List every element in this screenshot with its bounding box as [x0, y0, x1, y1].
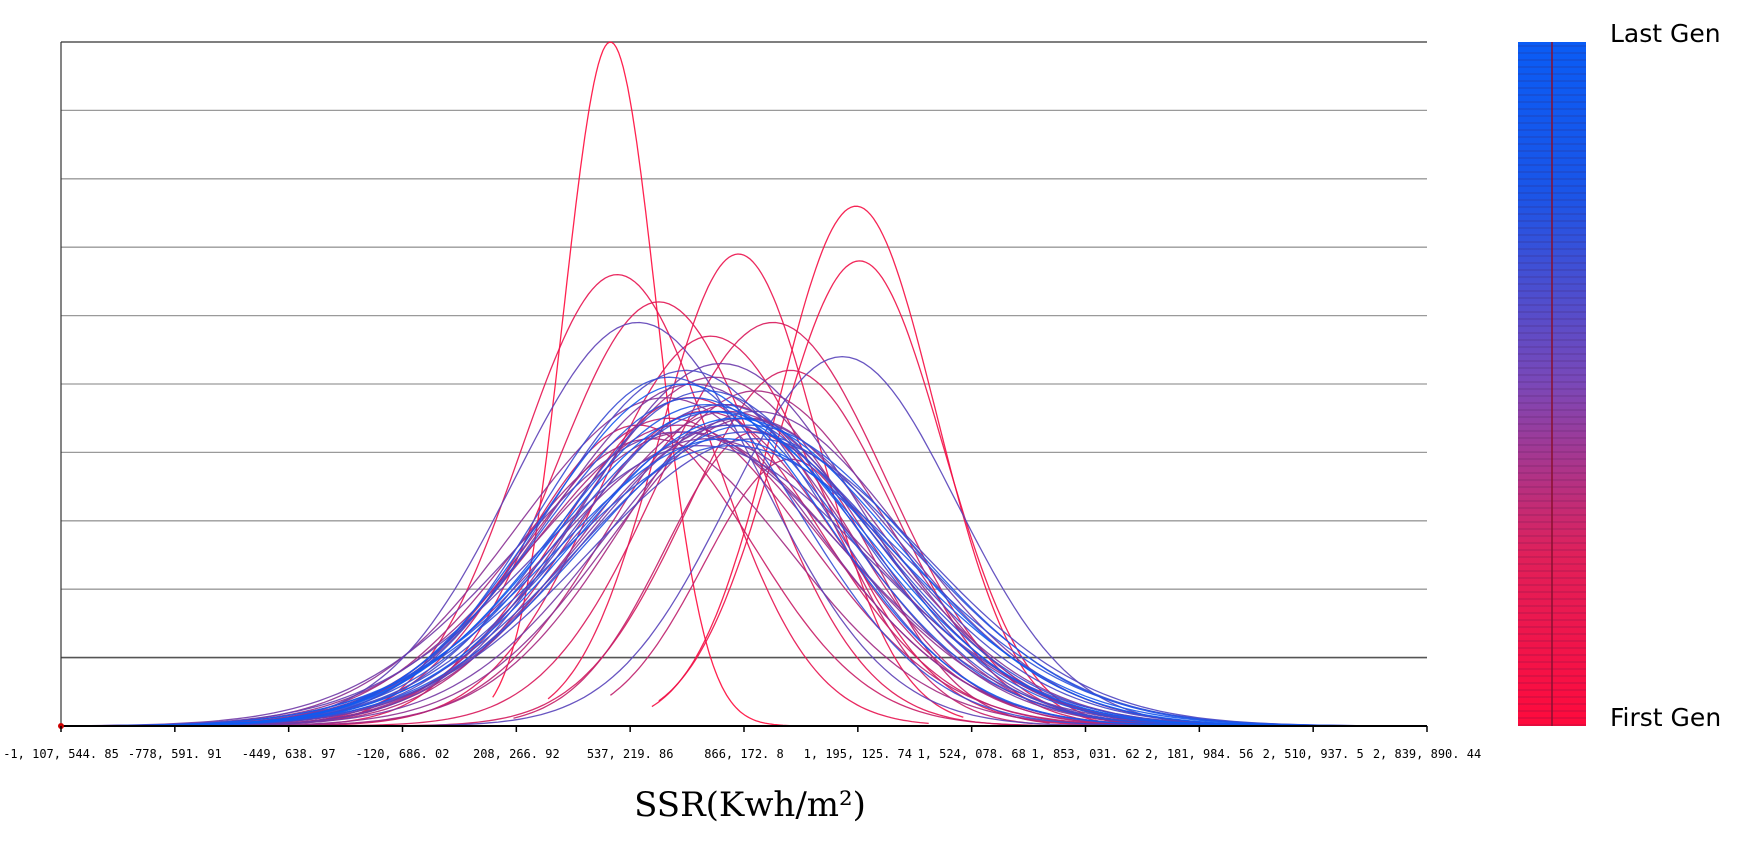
distribution-curve: [63, 376, 1275, 727]
distribution-curve: [98, 438, 1206, 727]
x-tick-label: -449, 638. 97: [242, 747, 336, 761]
distribution-curve: [98, 424, 1414, 727]
x-tick-label: 1, 853, 031. 62: [1031, 747, 1139, 761]
distribution-curves: [63, 41, 1414, 727]
distribution-curve: [63, 444, 1414, 727]
distribution-curve: [63, 397, 1379, 727]
distribution-curve: [201, 390, 1275, 727]
x-tick-label: 1, 524, 078. 68: [917, 747, 1025, 761]
x-tick-label: 2, 510, 937. 5: [1263, 747, 1364, 761]
distribution-curve: [63, 438, 1414, 727]
distribution-curve: [63, 410, 1414, 727]
x-tick-label: -778, 591. 91: [128, 747, 222, 761]
distribution-curve: [305, 321, 1172, 727]
distribution-curve: [98, 321, 1137, 727]
generation-legend: Last Gen First Gen: [1518, 19, 1721, 732]
distribution-curve: [492, 41, 808, 727]
distribution-curve: [63, 424, 1414, 727]
distribution-curve: [63, 417, 1414, 727]
legend-bottom-label: First Gen: [1610, 703, 1721, 732]
chart-gridlines: [61, 41, 1427, 659]
distribution-curve: [132, 410, 1379, 727]
distribution-curve: [651, 205, 1102, 723]
x-axis-label: SSR(Kwh/m²): [634, 785, 866, 825]
distribution-curve: [98, 438, 1414, 727]
distribution-curve: [167, 417, 1310, 727]
distribution-curve: [98, 417, 1379, 727]
x-tick-label: -120, 686. 02: [356, 747, 450, 761]
x-tick-label: 2, 839, 890. 44: [1373, 747, 1481, 761]
distribution-curve: [63, 410, 1414, 727]
x-tick-label: 537, 219. 86: [587, 747, 674, 761]
distribution-curve: [98, 431, 1414, 727]
x-tick-label: -1, 107, 544. 85: [3, 747, 119, 761]
distribution-curve: [610, 458, 1050, 724]
x-tick-label: 1, 195, 125. 74: [804, 747, 912, 761]
x-tick-label: 866, 172. 8: [704, 747, 783, 761]
distribution-curve: [98, 424, 1275, 727]
distribution-curve: [98, 362, 1310, 727]
distribution-curve: [547, 253, 964, 718]
distribution-curve: [63, 383, 1344, 727]
distribution-curve: [658, 260, 1120, 724]
x-axis-ticks: -1, 107, 544. 85 -778, 591. 91 -449, 638. …: [3, 726, 1481, 761]
chart-axes: [58, 42, 1427, 729]
distribution-curve: [63, 438, 1344, 727]
x-tick-label: 208, 266. 92: [473, 747, 560, 761]
x-tick-label: 2, 181, 984. 56: [1145, 747, 1253, 761]
legend-top-label: Last Gen: [1610, 19, 1721, 48]
